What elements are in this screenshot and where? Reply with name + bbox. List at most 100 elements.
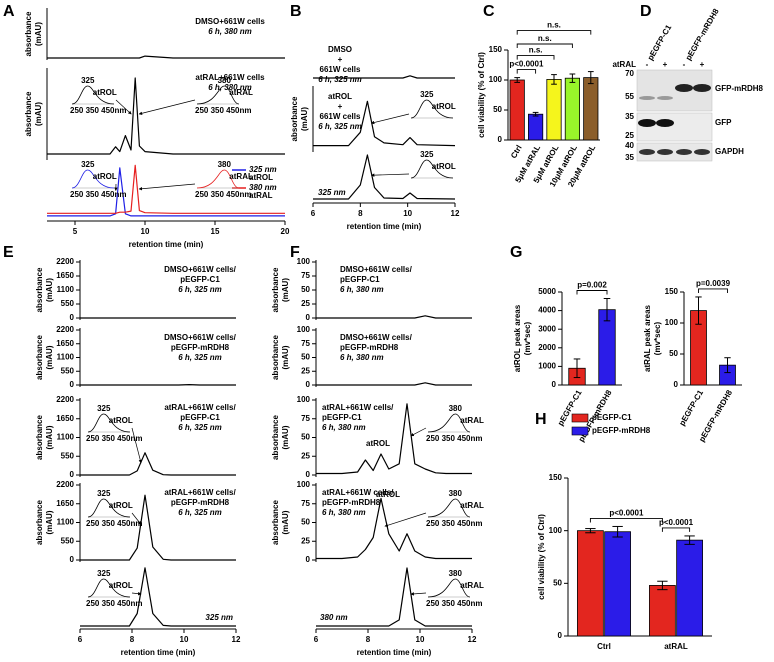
x-tick-label: 12 xyxy=(232,635,241,644)
sign: + xyxy=(700,60,705,69)
inset-spectrum xyxy=(87,413,131,433)
y-axis-label: absorbance xyxy=(271,499,280,544)
bar xyxy=(676,539,703,637)
band xyxy=(694,149,710,155)
trace xyxy=(316,315,472,319)
y-tick-label: 50 xyxy=(553,578,562,587)
inset-peak: 380 xyxy=(218,160,232,169)
x-tick-label: 12 xyxy=(468,635,477,644)
wavelength-label: 325 nm xyxy=(318,188,346,197)
inset-spectrum xyxy=(427,578,471,598)
panel-letter: H xyxy=(535,411,547,428)
legend-note: atROL xyxy=(249,173,273,182)
y-tick-label: 550 xyxy=(61,451,75,460)
y-tick-label: 0 xyxy=(558,631,563,640)
significance-bracket xyxy=(576,290,608,295)
condition-label: 661W cells xyxy=(320,112,361,121)
inset-compound: atROL xyxy=(432,102,456,111)
y-tick-label: 100 xyxy=(549,526,563,535)
significance-label: p<0.0001 xyxy=(509,60,544,69)
y-tick-label: 50 xyxy=(301,518,310,527)
bar xyxy=(546,79,562,141)
y-tick-label: 0 xyxy=(498,135,503,144)
condition-label: DMSO xyxy=(328,45,352,54)
inset-spectrum xyxy=(196,169,240,189)
wavelength-label: 325 nm xyxy=(205,613,233,622)
x-tick-label: 6 xyxy=(311,209,316,218)
inset-arrow xyxy=(131,591,142,596)
band xyxy=(638,119,656,127)
y-tick-label: 100 xyxy=(489,75,503,84)
y-tick-label: 0 xyxy=(70,380,75,389)
condition-label: + xyxy=(338,55,343,64)
x-tick-label: 6 xyxy=(78,635,83,644)
significance-bracket xyxy=(516,30,592,35)
legend-swatch xyxy=(571,413,589,423)
condition-label: DMSO+661W cells/ xyxy=(340,333,413,342)
bar xyxy=(528,113,544,141)
y-tick-label: 1100 xyxy=(57,285,75,294)
x-tick-label: atRAL xyxy=(664,642,688,651)
trace xyxy=(80,452,236,476)
trace xyxy=(80,567,236,627)
y-tick-label: 150 xyxy=(489,45,503,54)
legend-label: pEGFP-C1 xyxy=(592,413,632,422)
sign: - xyxy=(683,60,686,69)
method-label: 6 h, 380 nm xyxy=(208,27,252,36)
condition-label: atROL xyxy=(328,92,352,101)
significance-bracket xyxy=(698,288,728,293)
band xyxy=(657,149,673,155)
x-axis-label: retention time (min) xyxy=(129,240,204,249)
condition-label: pEGFP-C1 xyxy=(322,413,362,422)
inset-spectrum xyxy=(87,578,131,598)
y-tick-label: 100 xyxy=(297,325,311,334)
band xyxy=(657,96,673,100)
x-axis-label: retention time (min) xyxy=(121,648,196,657)
y-tick-label: 4000 xyxy=(538,306,556,315)
condition-label: DMSO+661W cells/ xyxy=(340,265,413,274)
marker-label: 55 xyxy=(625,92,634,101)
trace xyxy=(313,154,456,200)
condition-label: DMSO+661W cells/ xyxy=(164,333,237,342)
trace xyxy=(80,494,236,561)
method-label: 6 h, 325 nm xyxy=(318,75,362,84)
inset-arrow xyxy=(384,512,427,527)
y-tick-label: 25 xyxy=(301,536,310,545)
method-label: 6 h, 325 nm xyxy=(178,423,222,432)
y-axis-label: atROL peak areas xyxy=(513,304,522,372)
marker-label: 35 xyxy=(625,153,634,162)
trace xyxy=(47,164,285,214)
condition-label: atRAL+661W cells/ xyxy=(322,403,394,412)
inset-arrow xyxy=(115,99,132,115)
inset-spectrum xyxy=(427,413,471,433)
significance-label: p<0.0001 xyxy=(609,509,644,518)
legend-label: pEGFP-mRDH8 xyxy=(592,426,651,435)
condition-label: DMSO+661W cells/ xyxy=(164,265,237,274)
y-tick-label: 50 xyxy=(493,105,502,114)
panel-letter: D xyxy=(640,3,652,20)
treatment-label: atRAL xyxy=(612,60,636,69)
y-tick-label: 25 xyxy=(301,366,310,375)
panel-letter: B xyxy=(290,3,302,20)
y-tick-label: 1650 xyxy=(56,414,74,423)
method-label: 6 h, 380 nm xyxy=(340,285,384,294)
y-tick-label: 100 xyxy=(665,318,679,327)
inset-spectrum xyxy=(196,85,240,105)
inset-axis: 250 350 450nm xyxy=(426,599,483,608)
marker-label: 70 xyxy=(625,69,634,78)
y-tick-label: 75 xyxy=(301,271,310,280)
y-tick-label: 75 xyxy=(301,414,310,423)
y-axis-label: (mAU) xyxy=(45,425,54,449)
protein-label: GFP-mRDH8 xyxy=(715,84,764,93)
trace xyxy=(313,75,455,79)
inset-axis: 250 350 450nm xyxy=(426,519,483,528)
inset-peak: 380 xyxy=(449,569,463,578)
y-axis-label: absorbance xyxy=(35,499,44,544)
inset-compound: atROL xyxy=(109,501,133,510)
condition-label: pEGFP-C1 xyxy=(340,275,380,284)
inset-axis: 250 350 450nm xyxy=(86,519,143,528)
significance-label: n.s. xyxy=(529,46,543,55)
y-axis-label: absorbance xyxy=(35,414,44,459)
y-tick-label: 100 xyxy=(297,395,311,404)
x-tick-label: 10 xyxy=(141,227,150,236)
